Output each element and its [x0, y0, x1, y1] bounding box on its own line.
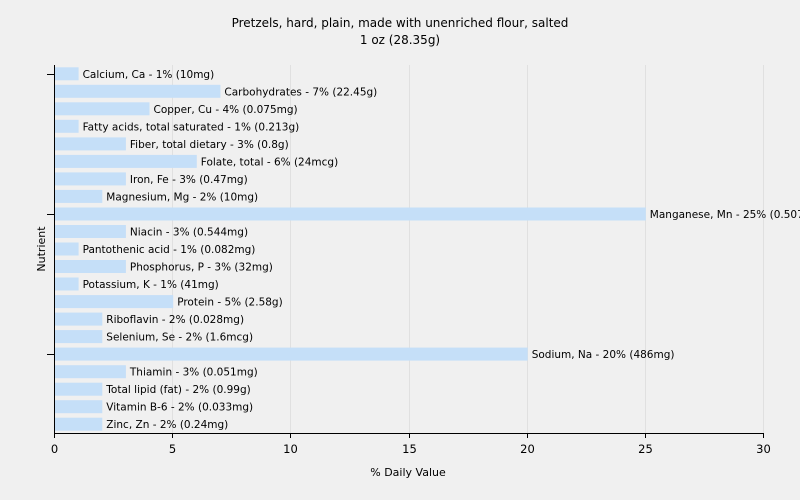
- bar-10: [55, 242, 79, 256]
- axes: 0 5 10 15 20 25 30: [47, 65, 771, 456]
- bar-label-4: Fiber, total dietary - 3% (0.8g): [130, 139, 289, 151]
- bar-7: [55, 189, 103, 203]
- bar-label-13: Protein - 5% (2.58g): [177, 297, 283, 309]
- bar-16: [55, 347, 528, 361]
- bar-label-7: Magnesium, Mg - 2% (10mg): [106, 191, 258, 203]
- y-axis-title: Nutrient: [35, 226, 48, 272]
- bar-labels: Calcium, Ca - 1% (10mg) Carbohydrates - 7…: [83, 69, 800, 431]
- bar-label-5: Folate, total - 6% (24mcg): [201, 156, 338, 168]
- bar-19: [55, 400, 103, 414]
- bar-2: [55, 102, 150, 116]
- bar-label-11: Phosphorus, P - 3% (32mg): [130, 262, 273, 274]
- bar-label-10: Pantothenic acid - 1% (0.082mg): [83, 244, 256, 256]
- x-tick-label-25: 25: [638, 442, 653, 456]
- bar-0: [55, 67, 79, 81]
- bar-14: [55, 312, 103, 326]
- chart-title: Pretzels, hard, plain, made with unenric…: [232, 16, 569, 30]
- bars: [55, 67, 646, 431]
- bar-label-6: Iron, Fe - 3% (0.47mg): [130, 174, 248, 186]
- bar-4: [55, 137, 126, 151]
- bar-20: [55, 417, 103, 431]
- bar-1: [55, 84, 221, 98]
- bar-label-8: Manganese, Mn - 25% (0.507mg): [650, 209, 800, 221]
- bar-label-0: Calcium, Ca - 1% (10mg): [83, 69, 215, 81]
- bar-label-12: Potassium, K - 1% (41mg): [83, 279, 219, 291]
- bar-8: [55, 207, 646, 221]
- bar-17: [55, 365, 126, 379]
- bar-15: [55, 330, 103, 344]
- bar-label-1: Carbohydrates - 7% (22.45g): [224, 86, 377, 98]
- x-tick-label-30: 30: [756, 442, 771, 456]
- x-tick-label-15: 15: [402, 442, 417, 456]
- bar-9: [55, 225, 126, 238]
- bar-13: [55, 295, 174, 309]
- bar-label-15: Selenium, Se - 2% (1.6mcg): [106, 332, 253, 344]
- bar-5: [55, 154, 197, 168]
- x-tick-label-0: 0: [51, 442, 58, 456]
- bar-11: [55, 260, 126, 273]
- bar-12: [55, 277, 79, 291]
- bar-label-3: Fatty acids, total saturated - 1% (0.213…: [83, 121, 300, 133]
- x-tick-label-20: 20: [520, 442, 535, 456]
- x-tick-label-5: 5: [169, 442, 176, 456]
- bar-label-16: Sodium, Na - 20% (486mg): [532, 349, 675, 361]
- bar-label-17: Thiamin - 3% (0.051mg): [129, 367, 258, 379]
- bar-label-19: Vitamin B-6 - 2% (0.033mg): [106, 402, 253, 414]
- bar-18: [55, 382, 103, 396]
- x-tick-label-10: 10: [283, 442, 298, 456]
- x-axis-title: % Daily Value: [370, 466, 446, 479]
- bar-label-20: Zinc, Zn - 2% (0.24mg): [106, 419, 228, 431]
- bar-3: [55, 119, 79, 133]
- bar-label-2: Copper, Cu - 4% (0.075mg): [154, 104, 298, 116]
- bar-label-18: Total lipid (fat) - 2% (0.99g): [105, 384, 250, 396]
- chart-subtitle: 1 oz (28.35g): [360, 33, 440, 47]
- bar-6: [55, 172, 126, 186]
- gridlines: [172, 65, 764, 433]
- bar-label-9: Niacin - 3% (0.544mg): [130, 227, 248, 239]
- bar-label-14: Riboflavin - 2% (0.028mg): [106, 314, 244, 326]
